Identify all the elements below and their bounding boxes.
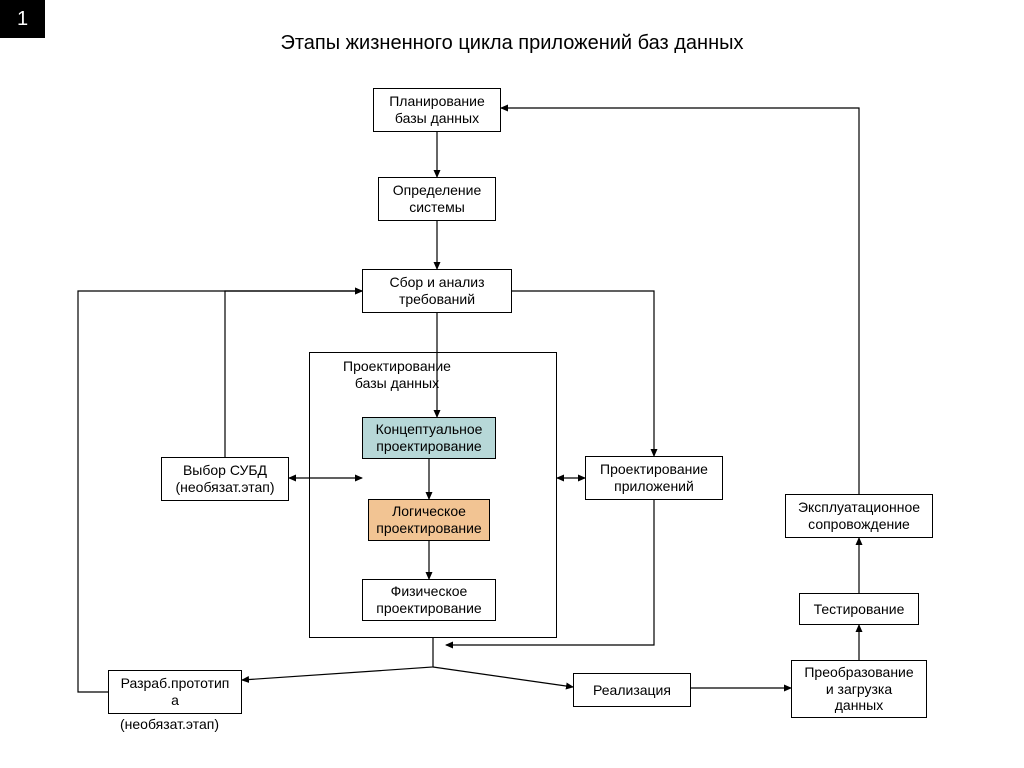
node-convert: Преобразованиеи загрузкаданных xyxy=(791,660,927,718)
node-defsys: Определениесистемы xyxy=(378,177,496,221)
node-planning: Планированиебазы данных xyxy=(373,88,501,132)
node-conceptual: Концептуальноепроектирование xyxy=(362,417,496,459)
node-logical: Логическоепроектирование xyxy=(368,499,490,541)
node-physical: Физическоепроектирование xyxy=(362,579,496,621)
node-appdesign: Проектированиеприложений xyxy=(585,456,723,500)
edge-10 xyxy=(242,638,433,680)
node-reqs: Сбор и анализтребований xyxy=(362,269,512,313)
node-testing: Тестирование xyxy=(799,593,919,625)
node-subd: Выбор СУБД(необязат.этап) xyxy=(161,457,289,501)
design-group-label: Проектированиебазы данных xyxy=(332,358,462,392)
diagram-canvas: 1 Этапы жизненного цикла приложений баз … xyxy=(0,0,1024,768)
node-maint: Эксплуатационноесопровождение xyxy=(785,494,933,538)
prototype-sublabel: (необязат.этап) xyxy=(120,716,219,732)
diagram-title: Этапы жизненного цикла приложений баз да… xyxy=(0,32,1024,55)
node-impl: Реализация xyxy=(573,673,691,707)
node-prototype: Разраб.прототипа xyxy=(108,670,242,714)
edge-11 xyxy=(433,667,573,687)
